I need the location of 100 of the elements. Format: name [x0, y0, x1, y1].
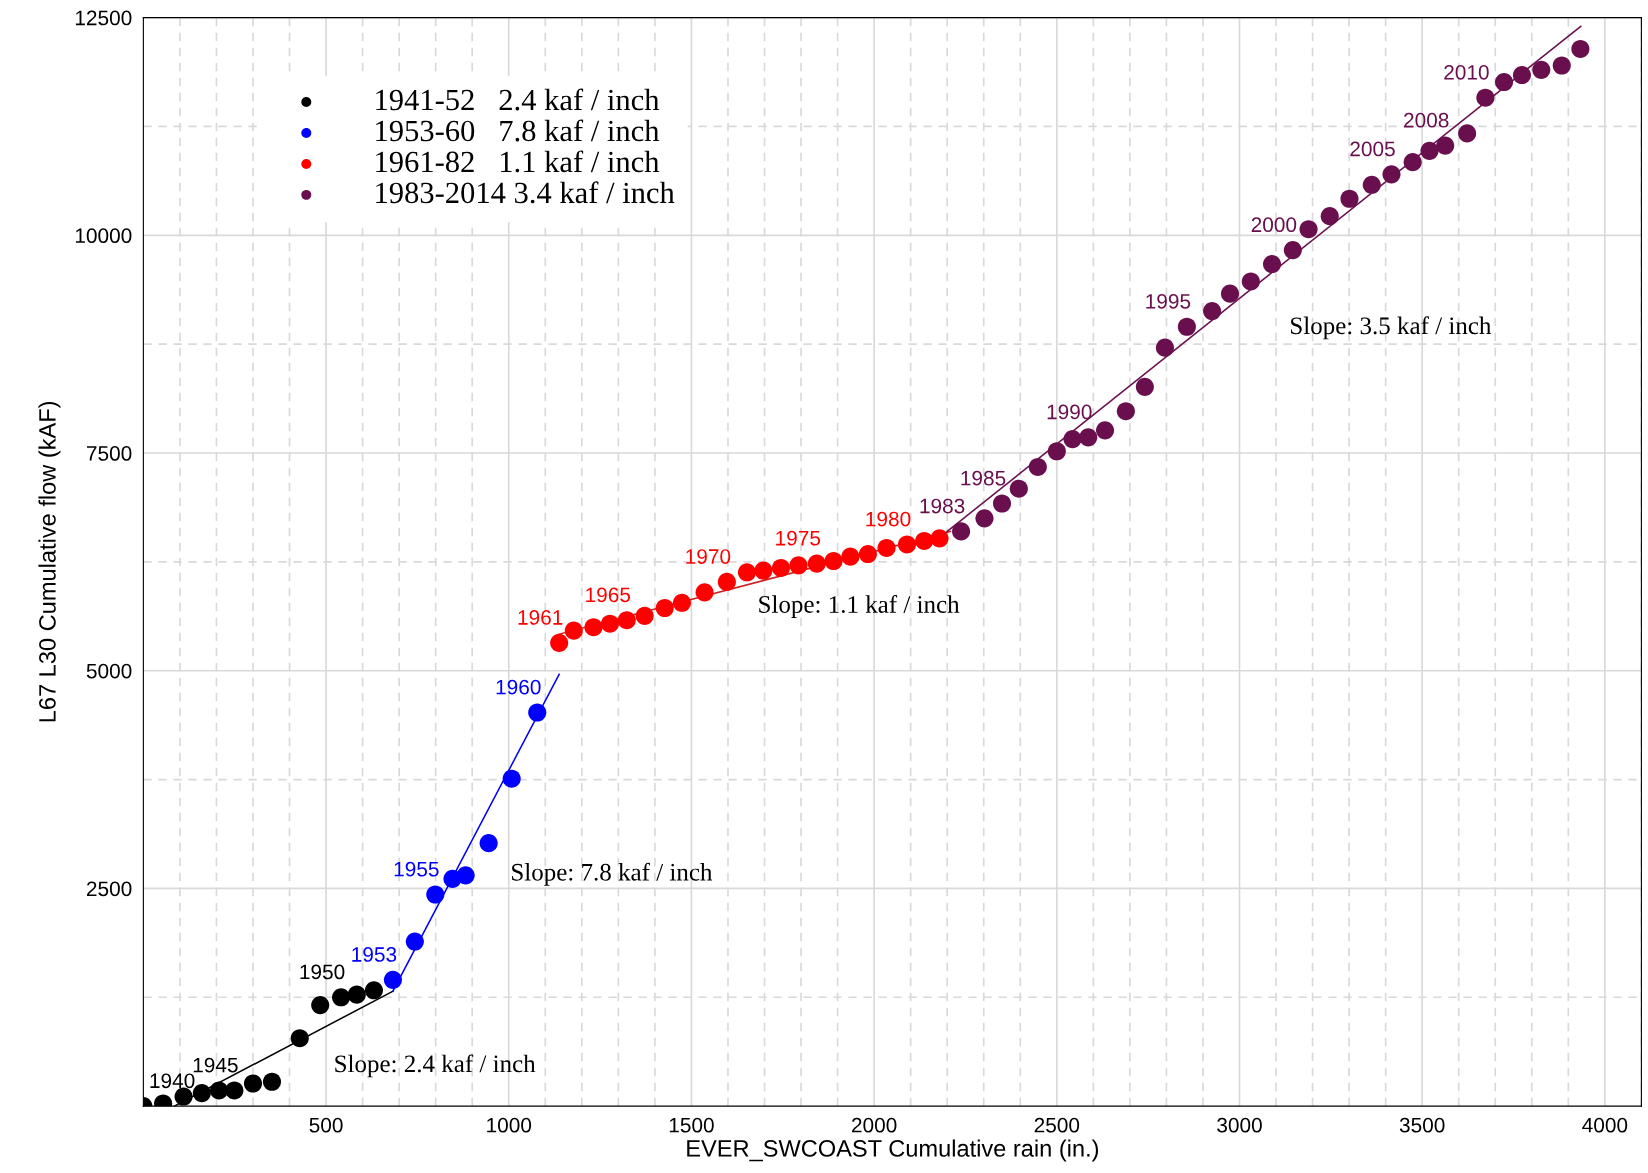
y-axis-title: L67 L30 Cumulative flow (kAF) — [38, 401, 61, 722]
point — [841, 547, 860, 566]
point — [930, 529, 949, 548]
point — [952, 522, 971, 541]
point — [528, 703, 547, 722]
annotation: 1965 — [586, 587, 631, 603]
point — [1512, 66, 1531, 85]
point — [479, 834, 498, 853]
x-tick-label: 500 — [309, 1117, 343, 1133]
point — [1203, 302, 1222, 321]
annotation: 1990 — [1047, 404, 1092, 420]
point — [992, 494, 1012, 513]
legend-label: 1953-60 7.8 kaf / inch — [376, 119, 660, 142]
annotation: 1985 — [961, 470, 1006, 486]
point — [1532, 60, 1551, 79]
point — [426, 885, 445, 904]
point — [290, 1029, 309, 1048]
point — [1047, 442, 1066, 461]
point — [1009, 479, 1028, 498]
point — [1382, 165, 1401, 184]
point — [807, 554, 826, 573]
point — [262, 1072, 282, 1091]
point — [383, 970, 402, 989]
point — [617, 611, 636, 630]
annotation: Slope: 2.4 kaf / inch — [335, 1054, 536, 1078]
point — [600, 614, 620, 633]
x-tick-label: 3000 — [1217, 1117, 1262, 1133]
y-tick-label: 7500 — [86, 446, 132, 461]
point — [877, 538, 896, 557]
point — [1436, 136, 1455, 155]
point — [1116, 402, 1135, 421]
annotation: 1953 — [352, 947, 397, 962]
point — [754, 561, 773, 580]
point — [1079, 428, 1098, 447]
point — [1362, 175, 1381, 194]
point — [347, 985, 366, 1004]
point — [364, 981, 383, 1000]
point — [1063, 430, 1082, 449]
point — [209, 1081, 229, 1100]
point — [824, 551, 843, 571]
point — [1494, 72, 1514, 92]
point — [1458, 124, 1477, 143]
annotation: 1980 — [866, 511, 911, 527]
annotation: 1975 — [776, 530, 821, 546]
point — [915, 531, 934, 551]
x-tick-label: 1000 — [487, 1117, 532, 1133]
y-tick-label: 2500 — [86, 881, 132, 897]
point — [1420, 141, 1439, 160]
annotation: 1983 — [920, 498, 965, 514]
point — [737, 563, 757, 582]
point — [1571, 39, 1590, 58]
point — [1262, 254, 1282, 274]
annotation: 1945 — [193, 1057, 238, 1073]
point — [1220, 284, 1240, 303]
annotation: 2000 — [1251, 217, 1297, 233]
point — [311, 996, 330, 1015]
point — [550, 633, 569, 652]
point — [672, 593, 691, 612]
point — [1299, 220, 1318, 239]
y-tick-label: 10000 — [75, 228, 132, 244]
point — [1476, 88, 1495, 107]
point — [225, 1081, 244, 1100]
point — [655, 598, 674, 618]
point — [1283, 241, 1302, 260]
legend-label: 1961-82 1.1 kaf / inch — [376, 150, 660, 173]
point — [405, 932, 424, 951]
point — [1241, 272, 1260, 291]
annotation: 1940 — [150, 1073, 195, 1089]
point — [331, 988, 351, 1007]
point — [243, 1074, 263, 1093]
x-tick-label: 1500 — [669, 1117, 714, 1133]
annotation: 1960 — [496, 679, 541, 695]
point — [1177, 317, 1196, 336]
x-tick-label: 2500 — [1034, 1117, 1080, 1133]
point — [717, 572, 736, 591]
x-tick-label: 3500 — [1399, 1117, 1445, 1133]
y-tick-label: 5000 — [86, 663, 132, 679]
annotation: Slope: 7.8 kaf / inch — [512, 862, 713, 886]
annotation: 1961 — [518, 610, 563, 625]
legend-label: 1983-2014 3.4 kaf / inch — [376, 181, 675, 204]
annotation: 2008 — [1404, 112, 1449, 128]
point — [1095, 421, 1115, 440]
point — [1320, 207, 1339, 226]
point — [1155, 338, 1175, 357]
point — [1340, 189, 1359, 208]
x-tick-label: 2000 — [852, 1117, 897, 1133]
annotation: Slope: 3.5 kaf / inch — [1291, 316, 1492, 340]
legend-label: 1941-52 2.4 kaf / inch — [376, 88, 660, 111]
point — [1403, 153, 1422, 172]
point — [564, 621, 583, 640]
annotation: 1950 — [300, 964, 345, 980]
point — [975, 509, 994, 528]
point — [1552, 56, 1571, 75]
point — [695, 583, 714, 602]
point — [771, 558, 791, 578]
x-tick-label: 4000 — [1582, 1117, 1628, 1133]
point — [1135, 377, 1154, 396]
annotation: 1995 — [1146, 293, 1191, 309]
point — [789, 556, 808, 575]
point — [635, 606, 654, 625]
